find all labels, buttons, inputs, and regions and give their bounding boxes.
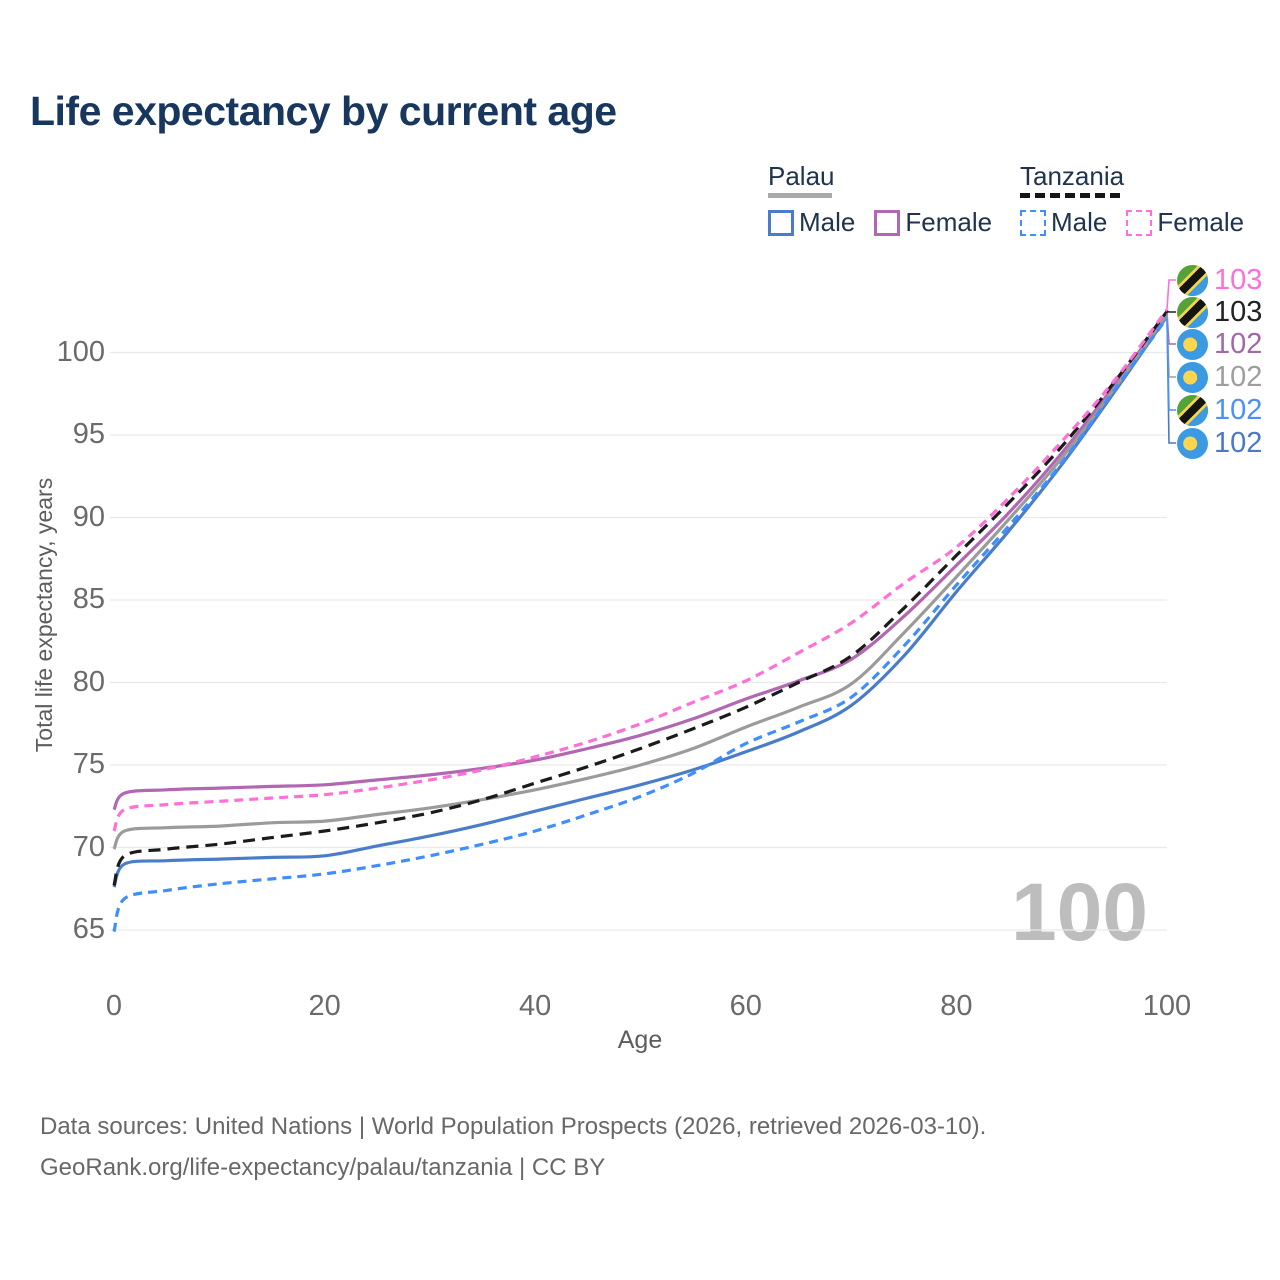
series-line-palau-both-sexes[interactable]	[112, 313, 1169, 850]
legend-item-label: Female	[905, 207, 993, 237]
tanzania-dashed-line-swatch	[1020, 193, 1120, 198]
legend-item-palau-male[interactable]: Male	[768, 207, 855, 238]
palau-flag-icon	[1177, 427, 1208, 459]
end-label-value: 103	[1214, 295, 1263, 328]
end-label-connector	[1166, 310, 1176, 313]
series-line-tanzania-female[interactable]	[112, 308, 1169, 832]
end-label-tanzania-male: 102	[1177, 394, 1262, 426]
x-tick-label: 20	[308, 990, 341, 1022]
legend-item-label: Female	[1157, 207, 1245, 237]
palau-flag-icon	[1177, 361, 1208, 393]
tanzania-flag-icon	[1177, 394, 1208, 426]
y-tick-label: 100	[56, 335, 105, 368]
palau-solid-line-swatch	[768, 193, 832, 198]
palau-male-swatch	[768, 209, 794, 236]
series-line-tanzania-male[interactable]	[112, 316, 1169, 933]
x-tick-label: 80	[940, 990, 973, 1022]
series-line-palau-female[interactable]	[112, 311, 1169, 811]
tanzania-female-swatch	[1126, 209, 1153, 236]
end-label-connector	[1166, 316, 1176, 444]
x-tick-label: 60	[729, 990, 762, 1022]
end-label-value: 102	[1214, 393, 1263, 426]
legend-item-label: Male	[799, 207, 856, 237]
end-label-palau-female: 102	[1177, 328, 1262, 360]
end-label-value: 102	[1214, 360, 1263, 393]
end-label-tanzania-female: 103	[1177, 264, 1262, 296]
end-label-value: 102	[1214, 327, 1263, 360]
y-tick-label: 85	[72, 583, 105, 615]
series-line-palau-male[interactable]	[112, 315, 1169, 888]
legend-item-palau-female[interactable]: Female	[874, 207, 992, 238]
end-label-palau-male: 102	[1177, 427, 1262, 459]
legend-item-tanzania-male[interactable]: Male	[1020, 207, 1107, 238]
end-label-connector	[1166, 312, 1176, 345]
end-label-tanzania-both-sexes: 103	[1177, 296, 1262, 328]
palau-female-swatch	[874, 209, 901, 236]
y-tick-label: 65	[72, 913, 105, 945]
end-label-connector	[1166, 314, 1176, 378]
data-sources-text: Data sources: United Nations | World Pop…	[40, 1113, 987, 1140]
legend-item-label: Male	[1051, 207, 1108, 237]
footer: Data sources: United Nations | World Pop…	[40, 1106, 986, 1188]
y-tick-label: 75	[72, 748, 105, 780]
tanzania-male-swatch	[1020, 209, 1046, 236]
palau-flag-icon	[1177, 328, 1208, 360]
end-label-palau-both-sexes: 102	[1177, 361, 1262, 393]
page-title: Life expectancy by current age	[30, 88, 617, 134]
end-label-value: 103	[1214, 263, 1263, 296]
x-tick-label: 0	[105, 990, 123, 1022]
tanzania-flag-icon	[1177, 296, 1208, 328]
series-line-tanzania-both-sexes[interactable]	[112, 310, 1169, 886]
tanzania-flag-icon	[1177, 264, 1208, 296]
x-axis-title: Age	[617, 1026, 663, 1054]
y-tick-label: 70	[72, 830, 105, 863]
end-label-value: 102	[1214, 426, 1263, 459]
x-tick-label: 100	[1142, 990, 1192, 1022]
age-watermark: 100	[1011, 867, 1148, 958]
legend-group-title: Tanzania	[1020, 161, 1125, 191]
y-tick-label: 80	[72, 665, 105, 698]
legend-group-tanzania: Tanzania Male Female	[1020, 162, 1244, 238]
attribution-text: GeoRank.org/life-expectancy/palau/tanzan…	[40, 1154, 606, 1181]
y-tick-label: 95	[72, 418, 105, 450]
x-tick-label: 40	[519, 990, 552, 1022]
end-label-connector	[1166, 279, 1176, 310]
y-tick-label: 90	[72, 500, 105, 533]
legend-group-palau: Palau Male Female	[768, 162, 992, 238]
end-label-connector	[1166, 317, 1176, 411]
legend-item-tanzania-female[interactable]: Female	[1126, 207, 1244, 238]
legend-group-title: Palau	[768, 161, 835, 191]
